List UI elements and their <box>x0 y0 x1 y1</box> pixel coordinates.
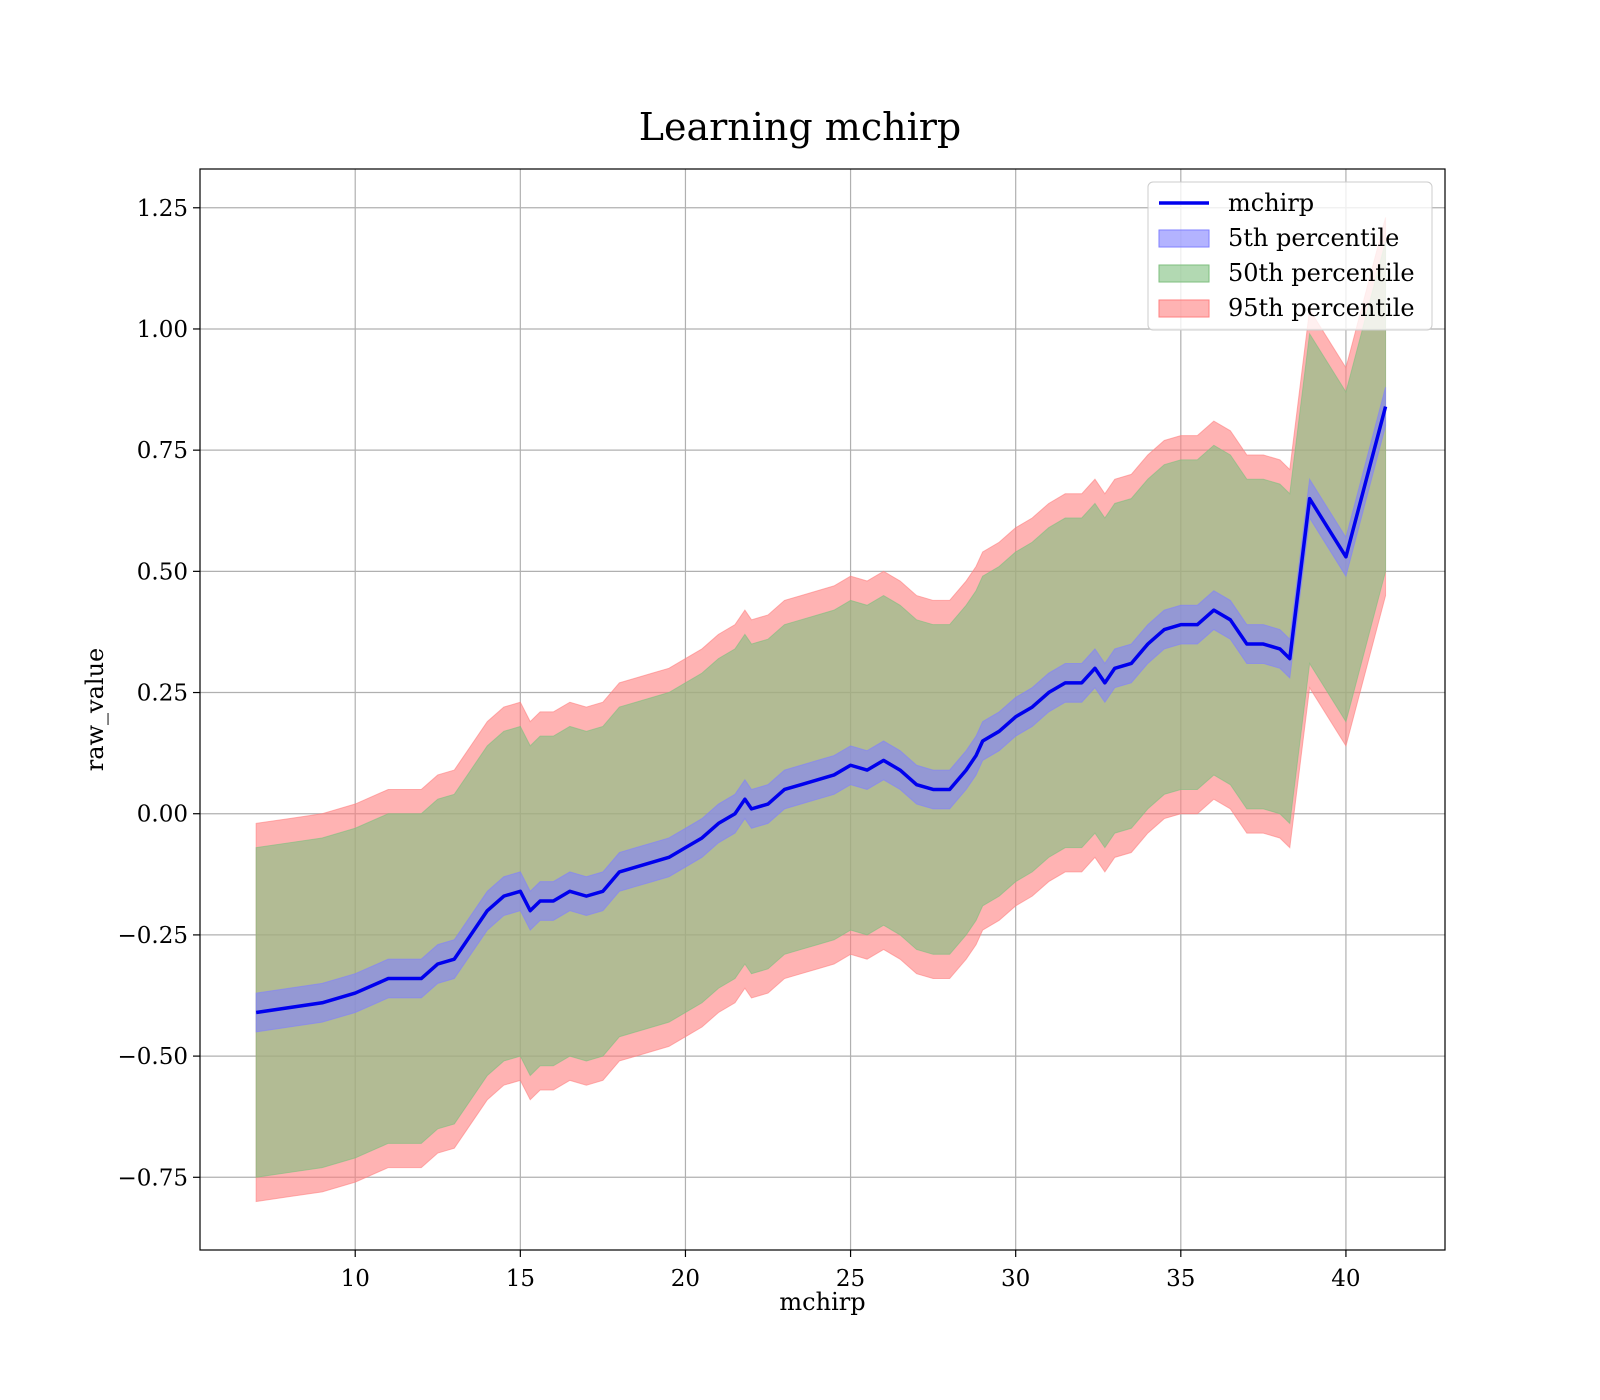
band-50th-percentile <box>255 241 1387 1178</box>
y-tick-label: 0.50 <box>137 559 188 585</box>
y-tick-label: −0.75 <box>118 1165 188 1191</box>
x-tick-label: 25 <box>836 1266 865 1292</box>
legend-label: 50th percentile <box>1228 259 1415 287</box>
legend-label: 5th percentile <box>1228 224 1399 252</box>
legend-label: 95th percentile <box>1228 294 1415 322</box>
legend-box <box>1147 181 1433 331</box>
legend-label: mchirp <box>1228 189 1314 217</box>
legend-swatch <box>1158 299 1210 318</box>
legend-swatch <box>1158 229 1210 248</box>
x-tick-label: 15 <box>506 1266 535 1292</box>
y-tick-label: 0.25 <box>137 681 188 707</box>
y-tick-label: −0.50 <box>118 1044 188 1070</box>
axis-ticks: 10 15 20 25 30 35 40 −0.75 −0.50 −0.25 0.00 0.25 0.5… <box>118 196 1361 1292</box>
y-tick-label: 1.25 <box>137 196 188 222</box>
series-lines <box>255 406 1388 1015</box>
x-tick-label: 35 <box>1166 1266 1195 1292</box>
percentile-bands <box>255 217 1387 1203</box>
chart-title: Learning mchirp <box>639 105 961 149</box>
y-axis-label: raw_value <box>81 648 109 772</box>
x-tick-label: 40 <box>1331 1266 1360 1292</box>
x-tick-label: 30 <box>1001 1266 1030 1292</box>
x-axis-label: mchirp <box>779 1288 865 1316</box>
series-line-mchirp <box>255 406 1388 1015</box>
plot-frame <box>199 168 1446 1251</box>
y-tick-label: 0.00 <box>137 802 188 828</box>
band-5th-percentile <box>255 387 1387 1033</box>
y-tick-label: −0.25 <box>118 923 188 949</box>
y-tick-label: 0.75 <box>137 438 188 464</box>
legend: mchirp 5th percentile 50th percentile 95th … <box>1147 181 1433 331</box>
legend-swatch <box>1158 264 1210 283</box>
y-tick-label: 1.00 <box>137 317 188 343</box>
x-tick-label: 10 <box>341 1266 370 1292</box>
x-tick-label: 20 <box>671 1266 700 1292</box>
